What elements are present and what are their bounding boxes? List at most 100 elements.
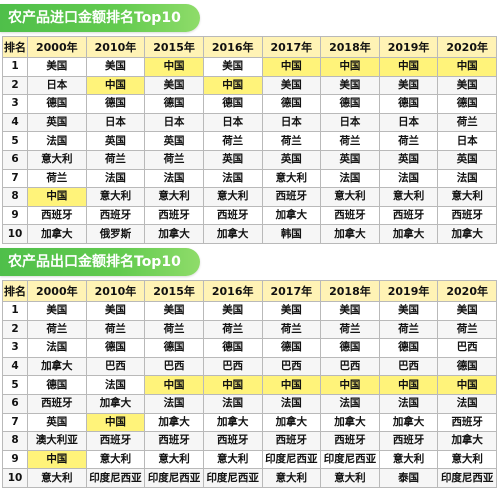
country-cell: 意大利 xyxy=(378,187,439,207)
table-row: 8 中国 意大利 意大利 意大利 西班牙 意大利 意大利 意大利 xyxy=(2,187,497,207)
country-cell: 德国 xyxy=(27,375,87,395)
country-cell: 德国 xyxy=(144,94,204,114)
country-cell: 意大利 xyxy=(437,187,497,207)
country-cell: 意大利 xyxy=(27,149,87,170)
country-cell: 中国 xyxy=(85,412,146,433)
country-cell: 印度尼西亚 xyxy=(144,468,204,488)
rank-cell: 6 xyxy=(2,149,28,170)
country-cell: 法国 xyxy=(144,168,204,189)
country-cell: 法国 xyxy=(320,168,380,189)
country-cell: 巴西 xyxy=(320,356,380,377)
country-cell: 美国 xyxy=(144,301,204,321)
country-cell: 意大利 xyxy=(27,468,87,488)
header-year: 2010年 xyxy=(85,36,146,58)
country-cell: 美国 xyxy=(85,301,146,321)
country-cell: 澳大利亚 xyxy=(27,431,87,451)
rank-cell: 7 xyxy=(2,412,28,433)
rank-cell: 3 xyxy=(2,94,28,114)
country-cell: 加拿大 xyxy=(27,356,87,377)
country-cell: 荷兰 xyxy=(320,131,380,151)
country-cell: 法国 xyxy=(85,375,146,395)
country-cell: 英国 xyxy=(378,149,439,170)
country-cell: 英国 xyxy=(27,112,87,133)
rank-cell: 5 xyxy=(2,375,28,395)
country-cell: 德国 xyxy=(378,94,439,114)
country-cell: 德国 xyxy=(202,338,263,358)
country-cell: 英国 xyxy=(261,149,322,170)
country-cell: 荷兰 xyxy=(144,149,204,170)
country-cell: 日本 xyxy=(320,112,380,133)
header-year: 2020年 xyxy=(437,280,497,302)
country-cell: 荷兰 xyxy=(437,112,497,133)
country-cell: 西班牙 xyxy=(202,205,263,226)
export-ranking-table: 排名 2000年 2010年 2015年 2016年 2017年 2018年 2… xyxy=(2,280,497,488)
country-cell: 西班牙 xyxy=(27,205,87,226)
country-cell: 中国 xyxy=(437,375,497,395)
country-cell: 法国 xyxy=(437,393,497,414)
country-cell: 日本 xyxy=(437,131,497,151)
rank-cell: 8 xyxy=(2,187,28,207)
country-cell: 西班牙 xyxy=(320,431,380,451)
country-cell: 日本 xyxy=(261,112,322,133)
country-cell: 印度尼西亚 xyxy=(261,449,322,470)
country-cell: 日本 xyxy=(144,112,204,133)
country-cell: 美国 xyxy=(378,75,439,96)
country-cell: 加拿大 xyxy=(378,412,439,433)
header-year: 2016年 xyxy=(202,36,263,58)
country-cell: 意大利 xyxy=(202,187,263,207)
country-cell: 加拿大 xyxy=(144,224,204,244)
country-cell: 法国 xyxy=(437,168,497,189)
header-rank: 排名 xyxy=(2,36,28,58)
header-year: 2017年 xyxy=(261,36,322,58)
country-cell: 荷兰 xyxy=(378,131,439,151)
country-cell: 中国 xyxy=(202,75,263,96)
country-cell: 西班牙 xyxy=(378,431,439,451)
country-cell: 西班牙 xyxy=(144,205,204,226)
country-cell: 意大利 xyxy=(144,187,204,207)
country-cell: 西班牙 xyxy=(144,431,204,451)
header-year: 2017年 xyxy=(261,280,322,302)
country-cell: 日本 xyxy=(378,112,439,133)
country-cell: 法国 xyxy=(27,131,87,151)
country-cell: 印度尼西亚 xyxy=(320,449,380,470)
country-cell: 加拿大 xyxy=(378,224,439,244)
country-cell: 美国 xyxy=(27,57,87,77)
country-cell: 荷兰 xyxy=(27,319,87,340)
country-cell: 中国 xyxy=(378,375,439,395)
rank-cell: 4 xyxy=(2,356,28,377)
country-cell: 美国 xyxy=(261,75,322,96)
import-table-title: 农产品进口金额排名Top10 xyxy=(0,4,200,32)
rank-cell: 9 xyxy=(2,449,28,470)
country-cell: 意大利 xyxy=(437,449,497,470)
country-cell: 美国 xyxy=(85,57,146,77)
country-cell: 俄罗斯 xyxy=(85,224,146,244)
country-cell: 中国 xyxy=(320,57,380,77)
export-header-row: 排名 2000年 2010年 2015年 2016年 2017年 2018年 2… xyxy=(2,280,497,302)
country-cell: 德国 xyxy=(27,94,87,114)
country-cell: 西班牙 xyxy=(437,412,497,433)
export-table-title: 农产品出口金额排名Top10 xyxy=(0,248,200,276)
rank-cell: 8 xyxy=(2,431,28,451)
country-cell: 荷兰 xyxy=(202,319,263,340)
country-cell: 西班牙 xyxy=(202,431,263,451)
country-cell: 西班牙 xyxy=(261,187,322,207)
table-row: 6 西班牙 加拿大 法国 法国 法国 法国 法国 法国 xyxy=(2,393,497,414)
country-cell: 荷兰 xyxy=(27,168,87,189)
country-cell: 荷兰 xyxy=(320,319,380,340)
table-row: 3 法国 德国 德国 德国 德国 德国 德国 巴西 xyxy=(2,338,497,358)
table-row: 9 中国 意大利 意大利 意大利 印度尼西亚 印度尼西亚 意大利 意大利 xyxy=(2,449,497,470)
table-row: 6 意大利 荷兰 荷兰 英国 英国 英国 英国 英国 xyxy=(2,149,497,170)
country-cell: 韩国 xyxy=(261,224,322,244)
country-cell: 法国 xyxy=(85,168,146,189)
country-cell: 英国 xyxy=(27,412,87,433)
country-cell: 荷兰 xyxy=(144,319,204,340)
table-row: 1 美国 美国 中国 美国 中国 中国 中国 中国 xyxy=(2,57,497,77)
country-cell: 西班牙 xyxy=(320,205,380,226)
table-row: 1 美国 美国 美国 美国 美国 美国 美国 美国 xyxy=(2,301,497,321)
country-cell: 荷兰 xyxy=(85,319,146,340)
country-cell: 荷兰 xyxy=(378,319,439,340)
header-year: 2019年 xyxy=(378,280,439,302)
country-cell: 荷兰 xyxy=(85,149,146,170)
country-cell: 中国 xyxy=(261,375,322,395)
country-cell: 中国 xyxy=(437,57,497,77)
